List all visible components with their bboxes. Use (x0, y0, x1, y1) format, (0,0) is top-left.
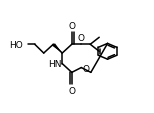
Text: O: O (78, 34, 85, 42)
Text: HN: HN (48, 60, 62, 68)
Text: O: O (82, 64, 89, 73)
Text: O: O (68, 22, 75, 31)
Text: HO: HO (9, 40, 23, 49)
Polygon shape (52, 44, 62, 54)
Text: O: O (68, 87, 75, 96)
